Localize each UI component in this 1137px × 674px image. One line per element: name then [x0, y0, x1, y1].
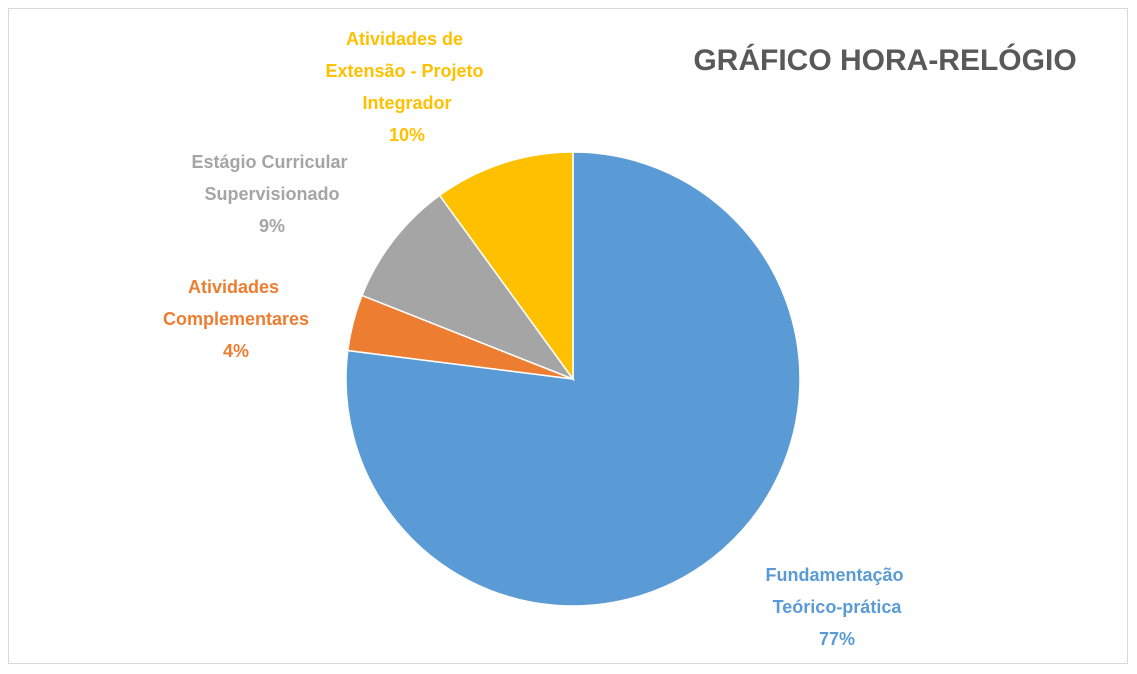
- slice-label: Atividades Complementares: [163, 277, 309, 329]
- slice-label: Atividades de Extensão - Projeto Integra…: [325, 29, 488, 113]
- slice-label: Fundamentação Teórico-prática: [765, 565, 908, 617]
- slice-value-label: 9%: [259, 216, 285, 236]
- pie-slice: [345, 151, 801, 607]
- chart-title: GRÁFICO HORA-RELÓGIO: [693, 43, 1076, 77]
- slice-value-label: 4%: [223, 341, 249, 361]
- pie-slice: [360, 194, 576, 381]
- slice-label: Estágio Curricular Supervisionado: [191, 152, 352, 204]
- slice-value-label: 77%: [819, 629, 855, 649]
- pie-slice: [438, 151, 574, 382]
- slice-value-label: 10%: [389, 125, 425, 145]
